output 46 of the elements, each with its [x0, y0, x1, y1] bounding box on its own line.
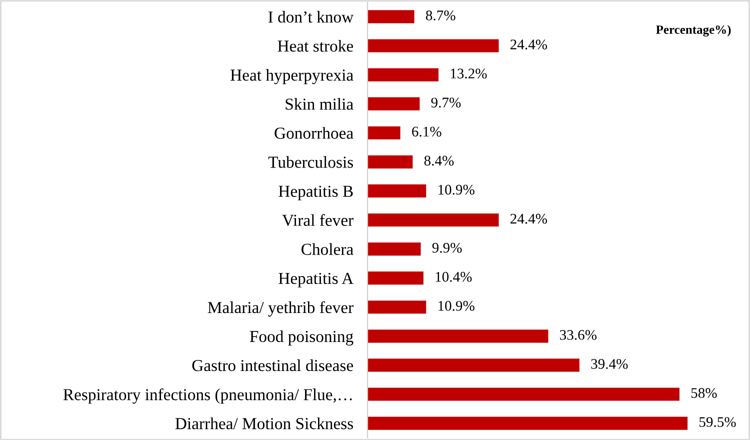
- y-tick-label: Viral fever: [282, 214, 354, 226]
- data-label: 10.4%: [436, 272, 472, 282]
- data-label: 6.1%: [412, 126, 442, 137]
- y-tick-label: Heat hyperpyrexia: [230, 69, 354, 84]
- y-tick-label: Food poisoning: [250, 330, 354, 346]
- bar: [368, 300, 426, 314]
- bar: [368, 39, 499, 52]
- y-tick-label: Tuberculosis: [268, 156, 354, 168]
- annotation: Percentage%): [656, 25, 731, 37]
- data-label: 39.4%: [591, 359, 628, 369]
- bar: [368, 10, 414, 24]
- bar: [368, 213, 499, 227]
- bar: [368, 68, 438, 82]
- data-label: 24.4%: [510, 40, 548, 50]
- y-tick-label: Malaria/ yethrib fever: [208, 301, 354, 317]
- data-label: 59.5%: [700, 417, 736, 427]
- data-label: 8.7%: [426, 10, 456, 20]
- bar: [368, 330, 548, 343]
- bar: [368, 272, 424, 285]
- y-tick-label: Diarrhea/ Motion Sickness: [175, 417, 354, 430]
- bar: [368, 126, 400, 140]
- bar: [368, 416, 688, 430]
- data-label: 10.9%: [438, 300, 474, 311]
- y-tick-label: Gastro intestinal disease: [192, 359, 354, 372]
- data-label: 8.4%: [424, 156, 454, 166]
- data-label: 58%: [691, 388, 717, 398]
- y-tick-label: Skin milia: [286, 98, 354, 110]
- bar: [368, 184, 426, 198]
- data-label: 9.9%: [432, 242, 462, 253]
- bar: [368, 242, 421, 256]
- y-tick-label: Hepatitis B: [278, 186, 353, 200]
- bar: [368, 155, 413, 168]
- data-label: 10.9%: [438, 184, 474, 195]
- bar: [368, 97, 420, 110]
- y-tick-label: Cholera: [302, 243, 354, 255]
- data-label: 9.7%: [431, 98, 461, 108]
- y-tick-label: Heat stroke: [278, 40, 354, 52]
- data-label: 13.2%: [450, 68, 487, 79]
- y-tick-label: Respiratory infections (pneumonia/ Flue,…: [63, 388, 352, 404]
- y-tick-label: I don’t know: [268, 10, 354, 23]
- bar: [368, 358, 580, 372]
- data-label: 24.4%: [510, 214, 548, 224]
- bar: [368, 388, 680, 401]
- y-tick-label: Hepatitis A: [278, 272, 354, 288]
- y-tick-label: Gonorrhoea: [274, 127, 354, 139]
- data-label: 33.6%: [560, 330, 597, 340]
